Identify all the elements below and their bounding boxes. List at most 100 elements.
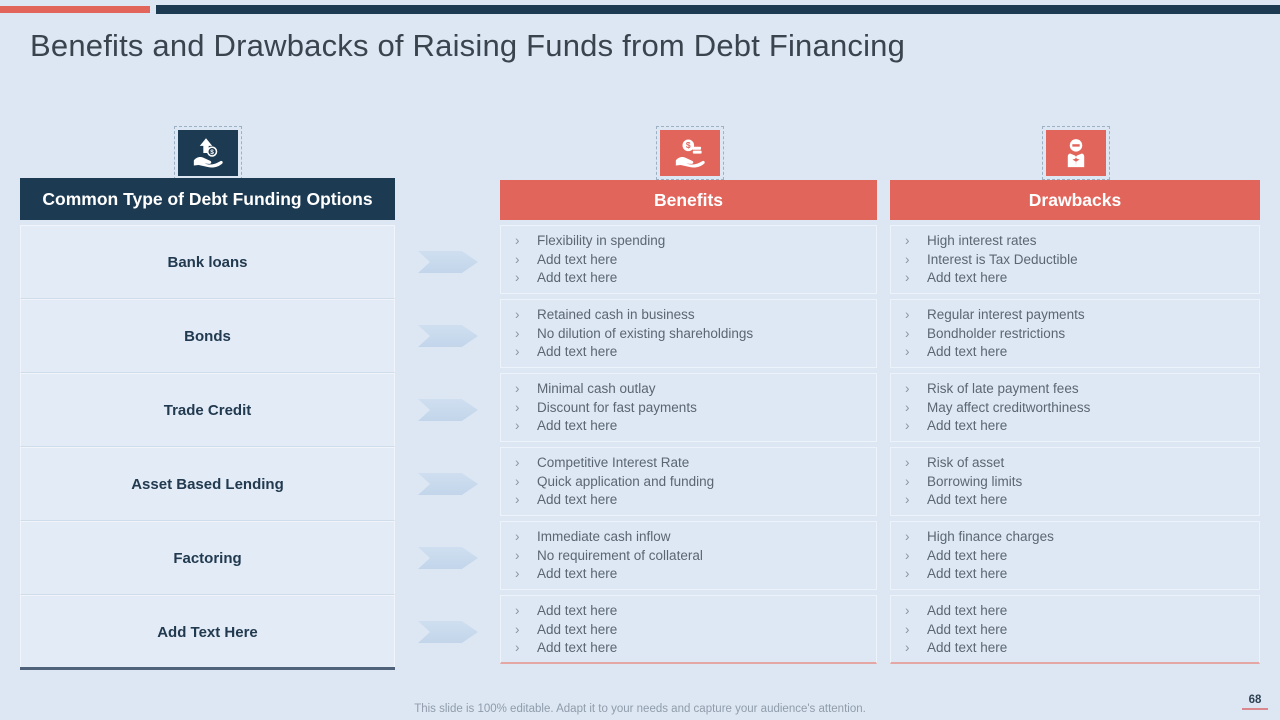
bullet-item: › Add text here	[905, 417, 1249, 436]
bullet-item: › Regular interest payments	[905, 306, 1249, 325]
bullet-item: › No dilution of existing shareholdings	[515, 325, 866, 344]
bullet-icon: ›	[515, 381, 520, 396]
restriction-hands-icon-box	[1046, 130, 1106, 176]
bullet-text: Add text here	[537, 566, 618, 581]
bullet-icon: ›	[515, 307, 520, 322]
bullet-item: › Add text here	[515, 491, 866, 510]
bullet-text: Borrowing limits	[927, 473, 1023, 489]
list-cell[interactable]: › Regular interest payments › Bondholder re…	[890, 299, 1260, 368]
bullet-item: › Add text here	[905, 547, 1249, 566]
bullet-text: Quick application and funding	[537, 473, 715, 489]
bullet-item: › Borrowing limits	[905, 473, 1249, 492]
bullet-list: › Retained cash in business › No dilution o…	[515, 306, 866, 362]
table-row[interactable]: Add Text Here	[20, 595, 395, 669]
bullet-icon: ›	[515, 640, 520, 655]
funding-table-header[interactable]: Common Type of Debt Funding Options	[20, 178, 395, 220]
page-number: 68	[1242, 694, 1268, 710]
bullet-item: › Immediate cash inflow	[515, 528, 866, 547]
bullet-item: › Add text here	[515, 639, 866, 658]
bullet-list: › Add text here › Add text here › Add text he…	[905, 602, 1249, 658]
bullet-icon: ›	[905, 418, 910, 433]
bullet-icon: ›	[515, 621, 520, 637]
bullet-icon: ›	[905, 381, 910, 396]
list-cell[interactable]: › Competitive Interest Rate › Quick applica…	[500, 447, 877, 516]
bullet-icon: ›	[905, 547, 910, 563]
bullet-item: › Add text here	[515, 417, 866, 436]
bullet-icon: ›	[515, 455, 520, 470]
benefits-header[interactable]: Benefits	[500, 180, 877, 220]
chevron-arrow	[418, 621, 478, 643]
bullet-icon: ›	[515, 473, 520, 489]
bullet-text: Minimal cash outlay	[537, 381, 656, 396]
list-cell[interactable]: › Add text here › Add text here › Add text he…	[500, 595, 877, 664]
bullet-icon: ›	[905, 603, 910, 618]
bullet-text: Bondholder restrictions	[927, 325, 1066, 341]
bullet-icon: ›	[905, 325, 910, 341]
bullet-item: › Quick application and funding	[515, 473, 866, 492]
bullet-item: › High finance charges	[905, 528, 1249, 547]
table-row[interactable]: Asset Based Lending	[20, 447, 395, 521]
cash-in-hand-glyph: $	[675, 139, 705, 168]
table-row[interactable]: Bonds	[20, 299, 395, 373]
bullet-text: Add text here	[927, 547, 1008, 563]
chevron-arrow	[418, 547, 478, 569]
bullet-text: Add text here	[927, 603, 1008, 618]
table-row[interactable]: Factoring	[20, 521, 395, 595]
bullet-item: › Add text here	[515, 251, 866, 270]
footer-note: This slide is 100% editable. Adapt it to…	[414, 703, 866, 715]
bullet-icon: ›	[905, 640, 910, 655]
list-cell[interactable]: › Immediate cash inflow › No requirement of…	[500, 521, 877, 590]
bullet-list: › Risk of asset › Borrowing limits › Add text…	[905, 454, 1249, 510]
bullet-icon: ›	[515, 251, 520, 267]
bullet-text: Add text here	[927, 344, 1008, 359]
list-cell[interactable]: › High finance charges › Add text here › Add …	[890, 521, 1260, 590]
bullet-list: › Competitive Interest Rate › Quick applica…	[515, 454, 866, 510]
bullet-item: › Add text here	[515, 621, 866, 640]
list-cell[interactable]: › Risk of late payment fees › May affect cr…	[890, 373, 1260, 442]
funding-table-underline	[20, 667, 395, 670]
money-growth-hand-glyph: $	[193, 138, 223, 168]
bullet-icon: ›	[905, 270, 910, 285]
bullet-text: Regular interest payments	[927, 307, 1085, 322]
bullet-list: › Add text here › Add text here › Add text he…	[515, 602, 866, 658]
money-growth-hand-icon[interactable]: $	[174, 126, 242, 180]
restriction-hands-icon[interactable]	[1042, 126, 1110, 180]
bullet-text: Add text here	[927, 418, 1008, 433]
bullet-text: Discount for fast payments	[537, 399, 697, 415]
bullet-text: Add text here	[927, 621, 1008, 637]
bullet-icon: ›	[905, 566, 910, 581]
cash-in-hand-icon[interactable]: $	[656, 126, 724, 180]
list-cell[interactable]: › Risk of asset › Borrowing limits › Add text…	[890, 447, 1260, 516]
list-cell[interactable]: › Minimal cash outlay › Discount for fast p…	[500, 373, 877, 442]
bullet-icon: ›	[905, 399, 910, 415]
bullet-icon: ›	[515, 418, 520, 433]
slide-title[interactable]: Benefits and Drawbacks of Raising Funds …	[30, 28, 906, 63]
top-accent-bar-navy	[156, 5, 1280, 14]
bullet-icon: ›	[905, 344, 910, 359]
table-row[interactable]: Trade Credit	[20, 373, 395, 447]
bullet-list: › Minimal cash outlay › Discount for fast p…	[515, 380, 866, 436]
table-row[interactable]: Bank loans	[20, 225, 395, 299]
bullet-item: › Add text here	[515, 269, 866, 288]
list-cell[interactable]: › Retained cash in business › No dilution o…	[500, 299, 877, 368]
bullet-item: › Flexibility in spending	[515, 232, 866, 251]
funding-table-body: Bank loans Bonds Trade Credit Asset Based L…	[20, 225, 395, 669]
bullet-item: › Bondholder restrictions	[905, 325, 1249, 344]
table-row-label: Bank loans	[167, 253, 248, 271]
bullet-item: › Add text here	[905, 639, 1249, 658]
list-cell[interactable]: › Add text here › Add text here › Add text he…	[890, 595, 1260, 664]
bullet-text: Add text here	[537, 344, 618, 359]
bullet-icon: ›	[515, 399, 520, 415]
restriction-hands-glyph	[1067, 139, 1085, 168]
bullet-item: › Interest is Tax Deductible	[905, 251, 1249, 270]
bullet-text: Add text here	[927, 640, 1008, 655]
bullet-text: Add text here	[537, 640, 618, 655]
bullet-item: › Add text here	[905, 565, 1249, 584]
list-cell[interactable]: › High interest rates › Interest is Tax Ded…	[890, 225, 1260, 294]
bullet-text: Interest is Tax Deductible	[927, 251, 1078, 267]
money-growth-hand-icon-box: $	[178, 130, 238, 176]
list-cell[interactable]: › Flexibility in spending › Add text here › A…	[500, 225, 877, 294]
bullet-icon: ›	[515, 566, 520, 581]
drawbacks-header[interactable]: Drawbacks	[890, 180, 1260, 220]
